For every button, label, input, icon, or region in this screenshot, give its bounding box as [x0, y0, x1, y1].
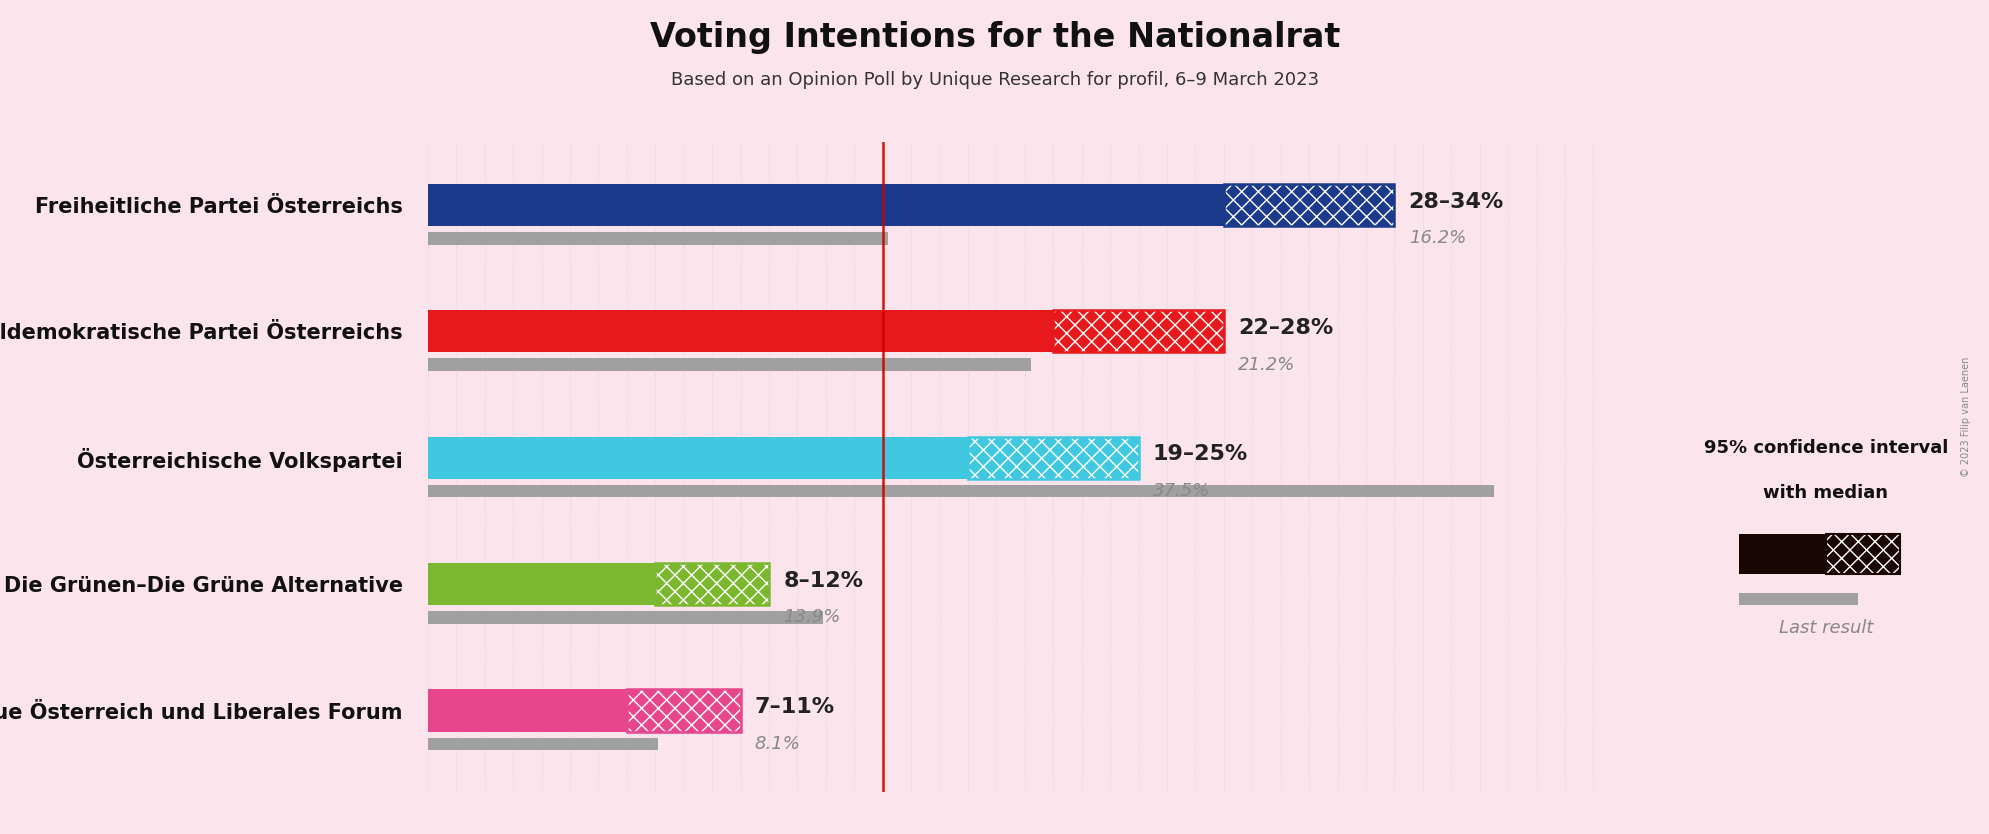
Bar	[1826, 534, 1899, 574]
Bar	[428, 310, 1052, 353]
Text: 13.9%: 13.9%	[784, 609, 839, 626]
Bar	[1738, 534, 1826, 574]
Text: 16.2%: 16.2%	[1408, 229, 1466, 247]
Bar	[428, 232, 887, 244]
Text: 28–34%: 28–34%	[1408, 192, 1504, 212]
Bar	[654, 563, 768, 605]
Text: © 2023 Filip van Laenen: © 2023 Filip van Laenen	[1959, 357, 1971, 477]
Bar	[428, 184, 1223, 226]
Text: 8.1%: 8.1%	[754, 735, 800, 753]
Text: with median: with median	[1762, 484, 1888, 502]
Bar	[1052, 310, 1223, 353]
Text: 37.5%: 37.5%	[1152, 482, 1209, 500]
Bar	[1223, 184, 1394, 226]
Text: 19–25%: 19–25%	[1152, 445, 1247, 465]
Text: Voting Intentions for the Nationalrat: Voting Intentions for the Nationalrat	[650, 21, 1339, 54]
Bar	[428, 563, 654, 605]
Text: 22–28%: 22–28%	[1237, 318, 1333, 338]
Bar	[1826, 534, 1899, 574]
Bar	[1738, 592, 1858, 605]
Bar	[428, 737, 658, 750]
Bar	[428, 359, 1030, 371]
Bar	[1052, 310, 1223, 353]
Bar	[967, 437, 1138, 479]
Text: Based on an Opinion Poll by Unique Research for profil, 6–9 March 2023: Based on an Opinion Poll by Unique Resea…	[670, 71, 1319, 89]
Text: 7–11%: 7–11%	[754, 697, 835, 717]
Bar	[1223, 184, 1394, 226]
Bar	[627, 690, 740, 731]
Bar	[654, 563, 768, 605]
Bar	[428, 437, 967, 479]
Text: 21.2%: 21.2%	[1237, 355, 1295, 374]
Bar	[967, 437, 1138, 479]
Text: 95% confidence interval: 95% confidence interval	[1703, 439, 1947, 457]
Bar	[428, 611, 823, 624]
Text: 8–12%: 8–12%	[784, 570, 863, 590]
Bar	[627, 690, 740, 731]
Bar	[428, 485, 1494, 497]
Text: Last result: Last result	[1778, 619, 1872, 637]
Bar	[428, 690, 627, 731]
